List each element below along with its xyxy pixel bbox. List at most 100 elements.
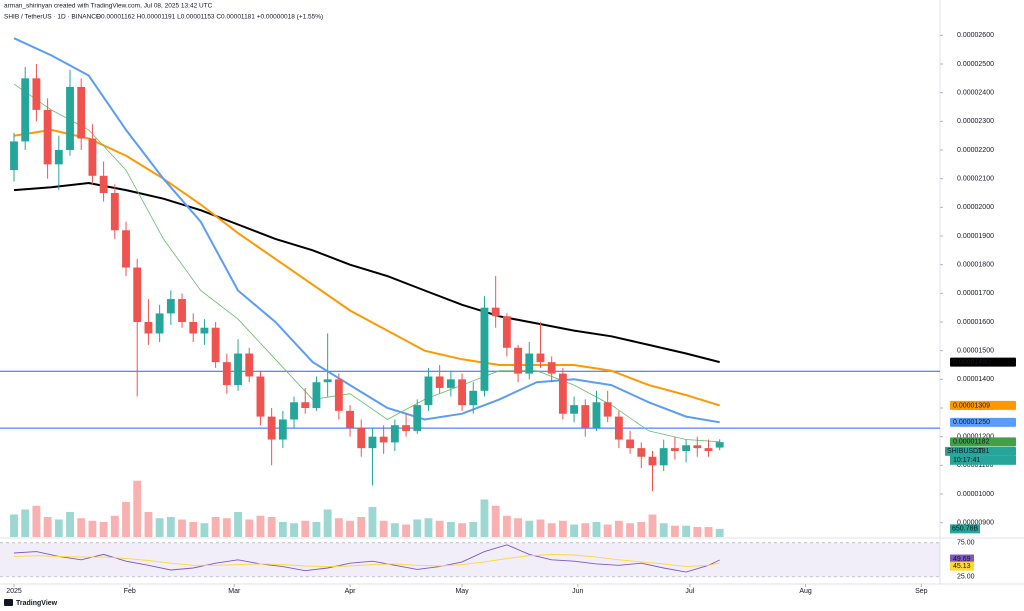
candle-body [166, 299, 175, 314]
volume-bar [592, 522, 601, 537]
candle-body [200, 327, 209, 334]
price-tag-label: 0.00001460 [953, 359, 990, 366]
volume-bar [570, 524, 579, 537]
volume-bar [346, 520, 354, 537]
x-tick-label: Aug [799, 588, 812, 595]
candle-body [682, 445, 691, 451]
candle-body [211, 327, 220, 363]
y-tick-label: 0.00001600 [957, 319, 994, 326]
candle-body [245, 353, 254, 377]
volume-tag-label: 650.78B [952, 526, 978, 533]
logo-icon [4, 599, 13, 606]
candle-body [278, 419, 287, 440]
rsi-band [0, 542, 940, 577]
volume-bar [648, 514, 657, 537]
candle-body [99, 175, 108, 193]
volume-bar [245, 519, 254, 537]
volume-bar [547, 523, 556, 537]
price-tag-label: 0.00001309 [953, 402, 990, 409]
volume-bar [122, 502, 130, 537]
x-tick-label: 2025 [6, 588, 22, 595]
y-tick-label: 0.00002000 [957, 204, 994, 211]
price-tag-label: 0.00001250 [953, 419, 990, 426]
volume-bar [234, 512, 242, 537]
x-tick-label: Jul [685, 588, 694, 595]
footer-logo: TradingView [4, 599, 58, 607]
candle-body [480, 307, 489, 391]
moving-average [13, 37, 720, 424]
candle-body [693, 445, 702, 449]
volume-bar [413, 519, 422, 537]
candle-body [21, 78, 30, 142]
candle-body [570, 405, 579, 414]
x-tick-label: Feb [124, 588, 136, 595]
volume-bar [581, 523, 590, 537]
y-tick-label: 0.00001400 [957, 376, 994, 383]
candle-body [614, 416, 623, 440]
candle-body [256, 376, 265, 417]
price-tag-label: 0.00001182 [953, 439, 990, 446]
volume-bar [558, 520, 567, 537]
volume-bar [32, 505, 41, 537]
candle-body [502, 316, 511, 348]
ohlc-line: O0.00001162 H0.00001191 L0.00001153 C0.0… [96, 14, 323, 21]
footer-text: TradingView [16, 600, 58, 607]
moving-average [13, 83, 720, 443]
candle-body [413, 405, 422, 431]
candle-body [144, 322, 153, 334]
candle-body [704, 448, 713, 451]
volume-tag [950, 524, 980, 534]
volume-bar [54, 519, 63, 537]
author-line: arman_shirinyan created with TradingView… [4, 3, 213, 10]
volume-bar [715, 528, 724, 537]
candle-body [581, 405, 590, 429]
countdown: 10:17:41 [953, 457, 980, 464]
candle-body [435, 376, 444, 388]
volume-bar [256, 515, 265, 537]
volume-bar [357, 517, 366, 537]
volume-bar [77, 518, 86, 537]
volume-bar [637, 522, 646, 537]
volume-bar [469, 522, 478, 537]
volume-bar [390, 523, 399, 537]
volume-bar [446, 522, 455, 537]
volume-bar [614, 520, 623, 537]
y-tick-label: 0.00002400 [957, 90, 994, 97]
candle-body [88, 138, 97, 176]
price-tag [950, 417, 1016, 427]
rsi-tag-label: 45.13 [953, 563, 971, 570]
candle-body [234, 353, 242, 386]
volume-bar [144, 512, 153, 537]
candle-body [290, 402, 298, 420]
volume-bar [525, 520, 534, 537]
volume-bar [166, 517, 175, 537]
y-tick-label: 0.00002500 [957, 61, 994, 68]
y-tick-label: 0.00001800 [957, 262, 994, 269]
candle-body [77, 86, 86, 139]
candle-body [390, 425, 399, 443]
candle-body [558, 373, 567, 414]
candle-body [648, 456, 657, 466]
candle-body [155, 313, 164, 334]
volume-bar [155, 518, 164, 537]
candle-body [592, 402, 601, 429]
symbol-tag-bg [945, 446, 977, 456]
x-tick-label: Apr [345, 588, 357, 595]
candle-body [379, 436, 388, 443]
candle-body [10, 141, 18, 171]
candle-body [368, 436, 377, 449]
volume-bar [334, 518, 343, 537]
volume-bar [267, 517, 276, 537]
rsi-tag-label: 49.69 [953, 556, 971, 563]
volume-bar [603, 524, 612, 537]
volume-bar [682, 525, 691, 537]
volume-bar [704, 527, 713, 537]
candle-body [312, 382, 321, 408]
candle-body [458, 379, 466, 406]
y-tick-label: 0.00001900 [957, 233, 994, 240]
candle-body [54, 150, 63, 165]
y-tick-label: 0.00001200 [957, 434, 994, 441]
candle-body [424, 376, 433, 406]
candle-body [43, 109, 52, 165]
